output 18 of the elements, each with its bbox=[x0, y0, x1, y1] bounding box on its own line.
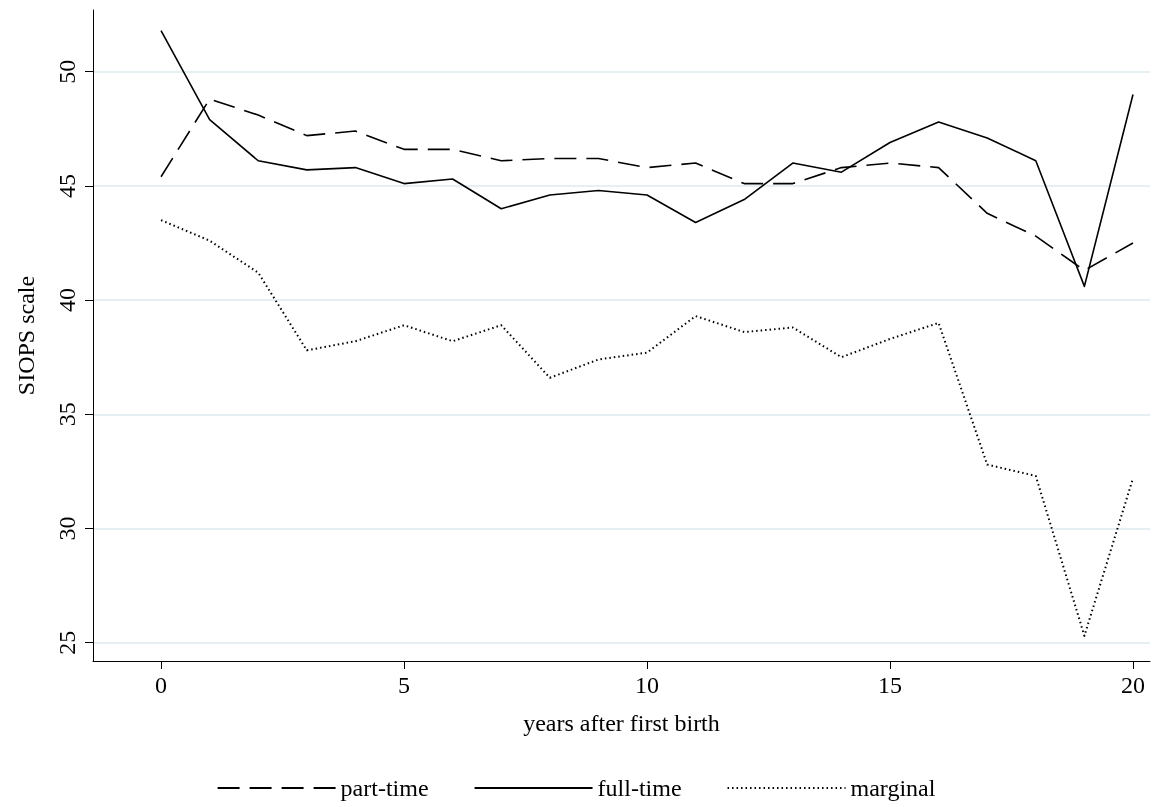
legend-label: marginal bbox=[850, 775, 936, 801]
line-series bbox=[160, 219, 1134, 637]
y-axis-title: SIOPS scale bbox=[13, 275, 39, 396]
line-series bbox=[160, 29, 1134, 288]
y-tick-label: 45 bbox=[54, 173, 80, 198]
y-tick-label: 35 bbox=[54, 402, 80, 427]
x-axis-title: years after first birth bbox=[523, 710, 720, 736]
x-tick-label: 5 bbox=[398, 672, 411, 698]
legend-label: part-time bbox=[340, 775, 429, 801]
y-tick-label: 40 bbox=[54, 288, 80, 313]
y-tick-label: 25 bbox=[54, 630, 80, 655]
legend-label: full-time bbox=[597, 775, 682, 801]
y-tick-label: 30 bbox=[54, 516, 80, 541]
y-tick-label: 50 bbox=[54, 59, 80, 84]
x-tick-label: 10 bbox=[635, 672, 660, 698]
x-tick-label: 0 bbox=[155, 672, 168, 698]
x-tick-label: 15 bbox=[878, 672, 902, 698]
x-tick-label: 20 bbox=[1120, 672, 1145, 698]
